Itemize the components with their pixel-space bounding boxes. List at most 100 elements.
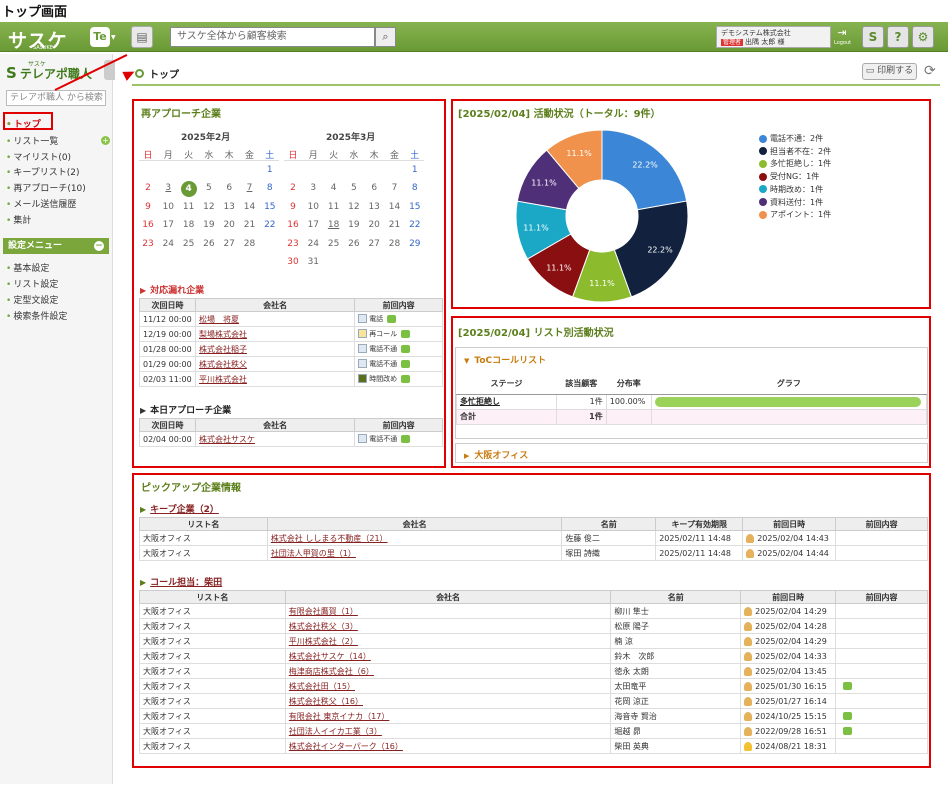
calendar-day[interactable]: 7 [391,183,398,194]
sasuke-logo[interactable]: サスケ SASUKE [8,30,68,52]
calendar-day[interactable]: 14 [243,201,256,212]
calendar-day[interactable]: 23 [142,238,154,249]
calendar-day[interactable]: 9 [145,201,151,212]
calendar-day[interactable]: 11 [182,201,195,212]
chat-icon[interactable] [843,727,853,735]
sidebar-collapse-handle[interactable] [104,60,115,80]
calendar-day[interactable]: 25 [327,238,340,249]
company-link[interactable]: 株式会社秩父（16） [288,696,363,706]
company-link[interactable]: 株式会社田（15） [288,681,355,691]
company-link[interactable]: 平川株式会社 [198,374,247,384]
sidebar-item-top[interactable]: • トップ [6,120,41,130]
sidebar-item-summary[interactable]: • 集計 [6,216,32,226]
calendar-day[interactable]: 2 [290,183,296,194]
calendar-day[interactable]: 10 [307,201,320,212]
sidebar-item-list-settings[interactable]: • リスト設定 [6,280,59,290]
calendar-day[interactable]: 4 [330,183,337,194]
company-link[interactable]: 株式会社 ししまる不動産（21） [270,533,388,543]
calendar-day[interactable]: 13 [368,201,380,212]
global-search-input[interactable]: サスケ全体から顧客検索 [170,27,375,47]
calendar-day[interactable]: 4 [180,181,197,198]
calendar-day[interactable]: 13 [223,201,235,212]
calendar-day[interactable]: 5 [206,183,212,194]
chat-icon[interactable] [401,344,411,353]
gear-icon[interactable]: ⚙ [912,26,934,48]
calendar-day[interactable]: 27 [368,238,380,249]
calendar-day[interactable]: 15 [409,201,421,212]
calendar-day[interactable]: 12 [203,201,215,212]
calendar-day[interactable]: 9 [290,201,296,212]
sidebar-item-search-settings[interactable]: • 検索条件設定 [6,312,68,322]
calendar-day[interactable]: 28 [243,238,256,249]
print-button[interactable]: ▭ 印刷する [862,63,917,80]
settings-menu-header[interactable]: 設定メニュー − [3,238,109,254]
sidebar-item-reapproach[interactable]: • 再アプローチ(10) [6,184,86,194]
sasuke-icon[interactable]: S [862,26,884,48]
refresh-icon[interactable]: ⟳ [924,63,936,79]
company-link[interactable]: 梅津商店株式会社（6） [288,666,374,676]
calendar-day[interactable]: 23 [287,238,299,249]
calendar-day[interactable]: 11 [327,201,340,212]
calendar-day[interactable]: 19 [348,220,360,231]
calendar-day[interactable]: 6 [371,183,378,194]
calendar-day[interactable]: 31 [307,257,320,267]
calendar-day[interactable]: 8 [411,183,418,194]
chat-icon[interactable] [843,712,853,720]
chat-icon[interactable] [387,314,397,323]
calendar-day[interactable]: 18 [327,220,340,231]
calendar-day[interactable]: 2 [145,183,151,194]
calendar-day[interactable]: 24 [307,238,320,249]
calendar-day[interactable]: 29 [409,238,421,249]
stage-link[interactable]: 多忙拒絶し [460,397,500,406]
sidebar-item-list[interactable]: • リスト一覧 [6,137,59,147]
sidebar-item-mylist[interactable]: • マイリスト(0) [6,153,72,163]
calendar-day[interactable]: 28 [388,238,401,249]
sidebar-item-keeplist[interactable]: • キープリスト(2) [6,168,80,178]
calendar-day[interactable]: 3 [165,183,172,194]
calendar-day[interactable]: 17 [307,220,320,231]
help-icon[interactable]: ? [887,26,909,48]
sidebar-search-input[interactable]: テレアポ職人 から検索 [6,90,106,106]
calendar-day[interactable]: 30 [287,257,299,267]
calendar-day[interactable]: 12 [348,201,360,212]
calendar-day[interactable]: 7 [246,183,253,194]
pie-slice[interactable] [601,129,688,211]
calendar-day[interactable]: 1 [266,165,273,175]
add-list-icon[interactable]: + [101,136,110,145]
sidebar-item-template-settings[interactable]: • 定型文設定 [6,296,59,306]
calendar-day[interactable]: 8 [266,183,273,194]
company-link[interactable]: 梨場株式会社 [198,329,247,339]
calendar-day[interactable]: 19 [203,220,215,231]
calendar-day[interactable]: 24 [162,238,175,249]
calendar-day[interactable]: 15 [264,201,276,212]
calendar-day[interactable]: 26 [348,238,360,249]
chat-icon[interactable] [401,359,411,368]
chat-icon[interactable] [401,329,411,338]
logout-button[interactable]: ⇥ Logout [834,26,852,46]
calendar-day[interactable]: 16 [287,220,299,231]
chat-icon[interactable] [401,374,411,383]
search-icon[interactable]: ⌕ [375,27,396,47]
company-link[interactable]: 松場 将夏 [198,314,239,324]
calendar-day[interactable]: 5 [351,183,357,194]
company-link[interactable]: 株式会社インターパーク（16） [288,741,403,751]
company-link[interactable]: 社団法人イイカ工業（3） [288,726,382,736]
calendar-day[interactable]: 22 [409,220,421,231]
company-link[interactable]: 株式会社サスケ [198,434,255,444]
collapse-icon[interactable]: − [94,241,104,251]
accordion-header-toc[interactable]: ▼ ToCコールリスト [464,356,547,366]
calendar-day[interactable]: 26 [203,238,215,249]
accordion-header-osaka[interactable]: ▶ 大阪オフィス [464,451,529,461]
calendar-day[interactable]: 16 [142,220,154,231]
calendar-day[interactable]: 22 [264,220,276,231]
sidebar-item-mail-history[interactable]: • メール送信履歴 [6,200,77,210]
chat-icon[interactable] [843,682,853,690]
app-name[interactable]: サスケ S テレアポ職人 [6,61,92,82]
call-title[interactable]: ▶ コール担当：柴田 [140,578,223,588]
calendar-day[interactable]: 18 [182,220,195,231]
company-link[interactable]: 株式会社サスケ（14） [288,651,371,661]
te-app-switcher[interactable]: Te [90,27,110,47]
sidebar-item-basic-settings[interactable]: • 基本設定 [6,264,50,274]
company-link[interactable]: 有限会社鷹賀（1） [288,606,358,616]
calendar-day[interactable]: 10 [162,201,175,212]
